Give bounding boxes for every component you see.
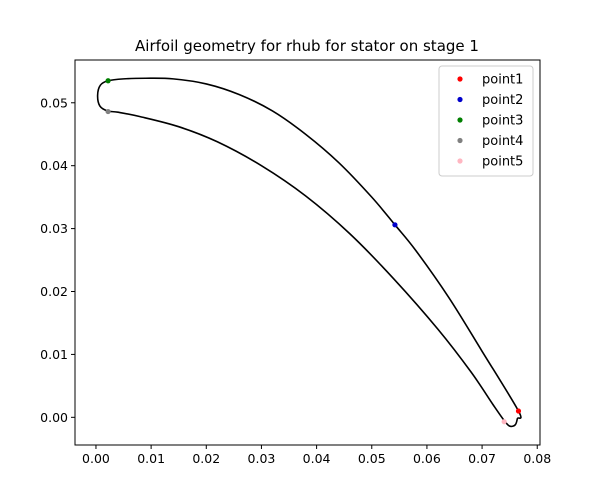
x-tick-label: 0.06 [413,451,441,466]
chart-title: Airfoil geometry for rhub for stator on … [135,37,479,55]
x-tick-label: 0.05 [358,451,386,466]
legend-label-point5: point5 [482,155,523,170]
y-tick-label: 0.05 [40,95,68,110]
y-tick-label: 0.00 [40,410,68,425]
data-point-point3 [105,78,111,84]
legend-label-point4: point4 [482,134,523,149]
airfoil-outline [96,77,522,428]
legend-label-point3: point3 [482,114,523,129]
data-point-point1 [515,408,522,414]
legend-marker-point3 [457,117,463,123]
legend-marker-point4 [457,137,463,144]
legend-label-point2: point2 [482,93,523,108]
x-tick-label: 0.08 [523,451,551,466]
y-axis: 0.00 0.01 0.02 0.03 0.04 0.05 [40,95,75,425]
legend-marker-point2 [457,96,463,103]
x-axis: 0.00 0.01 0.02 0.03 0.04 0.05 0.06 0.07 0.08 [82,445,551,466]
data-point-point5 [501,419,507,425]
y-tick-label: 0.04 [40,158,68,173]
legend-marker-point5 [457,158,463,164]
legend-label-point1: point1 [482,73,523,88]
plot-area [74,59,541,446]
y-tick-label: 0.02 [40,284,68,299]
data-point-point4 [105,108,111,115]
plot-frame [74,59,541,446]
data-point-point2 [392,222,398,228]
x-tick-label: 0.03 [248,451,276,466]
x-tick-label: 0.00 [82,451,110,466]
x-tick-label: 0.02 [192,451,220,466]
x-tick-label: 0.01 [137,451,165,466]
x-tick-label: 0.07 [468,451,496,466]
legend-box [438,65,534,177]
legend: point1 point2 point3 point4 point5 [438,65,534,177]
x-tick-label: 0.04 [303,451,331,466]
y-tick-label: 0.03 [40,221,68,236]
legend-marker-point1 [457,76,463,82]
y-tick-label: 0.01 [40,347,68,362]
